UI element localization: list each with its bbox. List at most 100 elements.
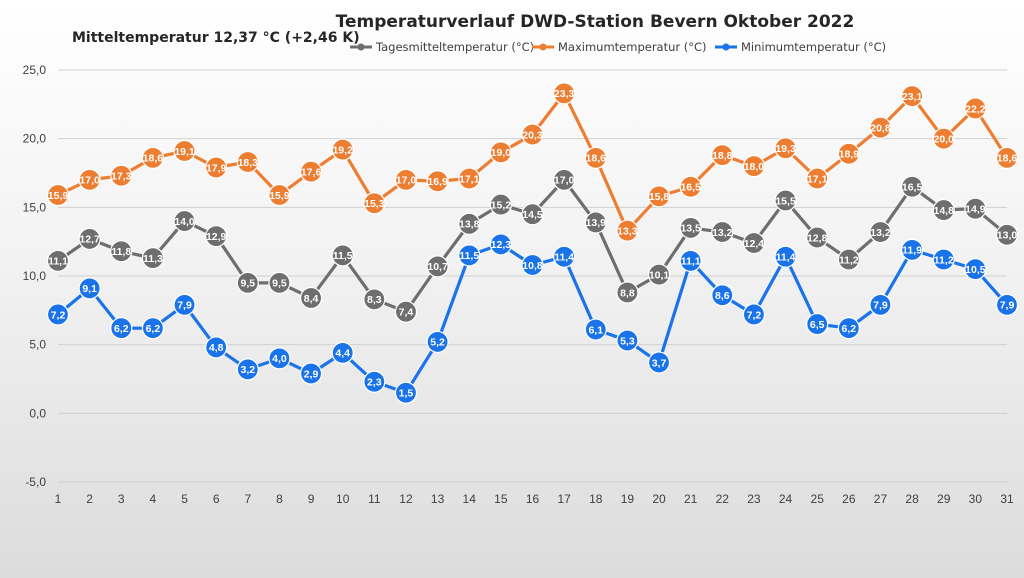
data-label: 23,1 (902, 91, 923, 103)
data-label: 8,3 (367, 294, 382, 306)
data-label: 14,0 (174, 216, 195, 228)
data-label: 7,9 (177, 300, 192, 312)
data-point (331, 244, 354, 267)
data-point (964, 197, 987, 220)
data-point (806, 312, 829, 336)
data-point (837, 317, 860, 340)
data-point (299, 160, 323, 183)
data-label: 11,2 (934, 254, 954, 266)
data-point (426, 170, 449, 193)
data-label: 11,5 (333, 250, 353, 262)
legend-marker (539, 43, 547, 51)
x-axis: 1 2 3 4 5 6 7 8 9 10 11 12 13 14 15 16 17 18 19 20 21 22 23 24 2… (55, 492, 1014, 506)
data-label: 12,7 (79, 234, 100, 246)
data-point (394, 381, 418, 404)
data-label: 17,0 (79, 175, 100, 187)
data-label: 19,1 (174, 146, 195, 158)
data-point (458, 167, 481, 190)
data-label: 13,2 (712, 227, 733, 239)
x-tick-label: 27 (874, 492, 888, 506)
data-point (489, 193, 512, 216)
x-tick-label: 4 (150, 492, 157, 506)
x-tick-label: 16 (526, 492, 540, 506)
data-label: 12,9 (206, 231, 227, 243)
data-label: 11,4 (776, 252, 796, 264)
data-label: 13,2 (870, 227, 891, 239)
data-label: 17,9 (206, 162, 227, 174)
data-point (299, 286, 323, 310)
x-tick-label: 7 (244, 492, 251, 506)
x-tick-label: 17 (557, 492, 571, 506)
data-label: 6,2 (842, 323, 857, 335)
data-label: 6,2 (114, 323, 129, 335)
data-point (394, 168, 418, 191)
data-point (426, 330, 449, 354)
data-label: 15,2 (491, 199, 512, 211)
data-label: 12,4 (744, 238, 765, 250)
data-point (584, 318, 607, 341)
data-label: 16,5 (680, 182, 701, 194)
data-point (331, 341, 354, 365)
data-label: 11,1 (48, 256, 68, 268)
data-point (995, 293, 1019, 316)
data-point (46, 249, 70, 272)
x-tick-label: 21 (684, 492, 698, 506)
data-label: 23,3 (554, 88, 575, 100)
data-label: 20,8 (870, 122, 891, 134)
x-tick-label: 3 (118, 492, 125, 506)
x-tick-label: 5 (181, 492, 188, 506)
y-tick-label: -5,0 (25, 475, 46, 489)
data-label: 2,9 (304, 368, 319, 380)
data-point (173, 293, 196, 316)
data-label: 4,0 (272, 353, 287, 365)
data-label: 18,3 (238, 157, 259, 169)
data-label: 17,0 (396, 175, 417, 187)
data-label: 20,3 (522, 129, 543, 141)
x-tick-label: 12 (399, 492, 413, 506)
data-label: 17,3 (111, 171, 132, 183)
x-tick-label: 13 (431, 492, 445, 506)
data-label: 13,0 (997, 230, 1018, 242)
data-label: 10,7 (427, 261, 448, 273)
data-label: 6,5 (810, 319, 825, 331)
data-point (268, 271, 291, 294)
data-point (236, 271, 259, 294)
x-tick-label: 26 (842, 492, 856, 506)
data-point (616, 329, 639, 352)
data-label: 1,5 (399, 388, 414, 400)
data-label: 11,9 (902, 245, 922, 257)
y-tick-label: 25,0 (23, 63, 47, 77)
series-line (56, 178, 1009, 314)
data-point (331, 138, 354, 161)
data-point (774, 189, 797, 212)
series-1: 11,1 12,7 11,8 11,3 14,0 12,9 9,5 9,5 8,4 11,5 8,3… (46, 168, 1019, 323)
data-point (995, 146, 1019, 169)
data-label: 14,5 (522, 209, 543, 221)
data-point (679, 216, 702, 240)
data-point (900, 238, 924, 262)
data-point (489, 233, 512, 256)
data-label: 5,2 (430, 337, 445, 349)
data-point (141, 317, 164, 340)
series-3: 7,2 9,1 6,2 6,2 7,9 4,8 3,2 4,0 2,9 4,4 2,3 1,5 5,2 1… (46, 233, 1019, 404)
data-label: 9,5 (272, 278, 287, 290)
data-point (742, 303, 766, 326)
data-label: 12,8 (807, 232, 828, 244)
data-point (806, 167, 829, 190)
data-point (647, 351, 671, 374)
data-label: 20,0 (934, 133, 955, 145)
data-point (584, 211, 607, 234)
data-point (363, 370, 386, 393)
x-tick-label: 31 (1000, 492, 1014, 506)
data-label: 15,9 (269, 190, 290, 202)
y-tick-label: 10,0 (23, 269, 47, 283)
data-label: 13,3 (617, 225, 638, 237)
data-label: 3,2 (240, 364, 255, 376)
data-point (711, 220, 734, 244)
data-point (394, 300, 418, 323)
data-label: 18,0 (744, 161, 765, 173)
data-label: 11,1 (681, 256, 701, 268)
data-label: 9,1 (82, 283, 97, 295)
data-point (869, 116, 892, 139)
